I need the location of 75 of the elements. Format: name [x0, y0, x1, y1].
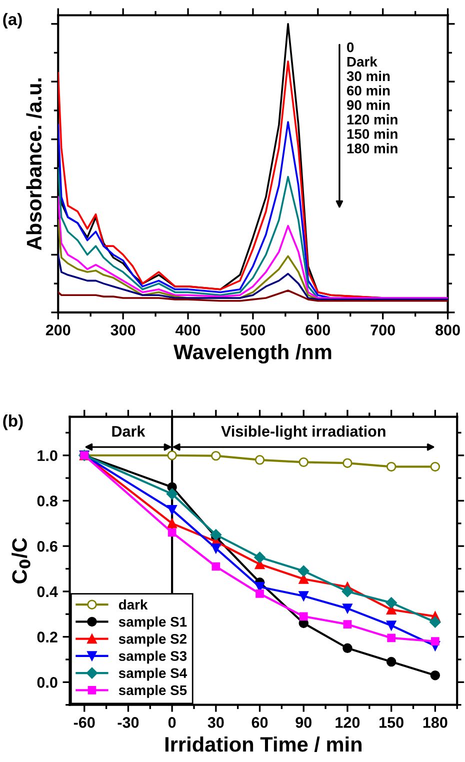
point	[166, 488, 178, 500]
annotation: 0	[347, 42, 354, 52]
x-tick-label: 90	[296, 717, 312, 728]
x-tick-label: 400	[176, 324, 200, 336]
point	[298, 565, 310, 577]
x-tick-label: 800	[436, 324, 460, 336]
x-tick-label: 180	[423, 717, 448, 728]
point	[212, 562, 220, 571]
annotation: 180 min	[347, 143, 398, 154]
point	[210, 529, 222, 540]
legend-label: sample S3	[118, 650, 187, 664]
chart-title: (a)	[3, 12, 22, 28]
x-tick-label: 60	[252, 717, 268, 728]
point	[168, 528, 176, 537]
point	[254, 455, 265, 465]
x-axis-title: Irridation Time / min	[165, 736, 362, 752]
y-tick-label: 0.2	[37, 632, 58, 642]
y-tick-label: 0.0	[37, 677, 58, 688]
annotation: 90 min	[346, 100, 390, 110]
y-axis-title: C$_{0}$/C	[12, 538, 30, 584]
point	[254, 552, 266, 564]
y-axis-title: Absorbance. /a.u.	[26, 78, 42, 250]
point	[167, 518, 177, 528]
point	[342, 604, 352, 614]
point	[430, 462, 440, 472]
point	[343, 620, 352, 629]
point	[430, 616, 441, 628]
point	[342, 458, 352, 468]
annotation: 30 min	[346, 70, 390, 82]
x-tick-label: 0	[168, 717, 176, 728]
annotation: 120 min	[347, 114, 398, 124]
point	[256, 590, 264, 598]
annotation: 150 min	[347, 128, 398, 139]
legend-label: sample S1	[118, 616, 187, 630]
point	[211, 543, 221, 554]
y-tick-label: 0.8	[37, 496, 58, 506]
point	[386, 597, 397, 608]
point	[386, 620, 396, 630]
x-tick-label: 120	[336, 717, 360, 728]
point	[211, 450, 221, 461]
point	[431, 637, 440, 646]
legend-label: sample S5	[118, 684, 187, 698]
point	[167, 450, 177, 460]
y-tick-label: 1.0	[38, 450, 58, 462]
point	[387, 634, 396, 642]
legend-label: sample S4	[118, 668, 187, 681]
x-tick-label: 30	[208, 717, 224, 728]
x-tick-label: 500	[240, 324, 266, 336]
chart-title: (b)	[3, 414, 23, 430]
point	[167, 504, 177, 515]
x-tick-label: 150	[380, 717, 404, 728]
point	[386, 656, 396, 667]
point	[299, 612, 308, 621]
point	[298, 591, 308, 601]
x-axis-title: Wavelength /nm	[174, 344, 332, 364]
legend-label: sample S2	[118, 634, 187, 647]
point	[342, 643, 352, 654]
annotation: Visible-light irradiation	[221, 426, 386, 440]
point	[430, 670, 440, 680]
x-tick-label: -30	[118, 717, 139, 728]
annotation: 60 min	[346, 85, 390, 96]
point	[298, 457, 308, 468]
x-tick-label: -60	[74, 717, 95, 728]
x-tick-label: 700	[370, 324, 395, 336]
annotation: Dark	[112, 426, 146, 437]
legend-label: dark	[118, 599, 148, 610]
y-tick-label: 0.4	[37, 586, 58, 598]
point	[386, 462, 396, 472]
x-tick-label: 200	[46, 324, 70, 336]
annotation: Dark	[347, 56, 378, 67]
point	[342, 586, 354, 598]
y-tick-label: 0.6	[37, 540, 58, 552]
x-tick-label: 600	[306, 324, 330, 336]
x-tick-label: 300	[110, 324, 136, 336]
point	[298, 574, 308, 584]
